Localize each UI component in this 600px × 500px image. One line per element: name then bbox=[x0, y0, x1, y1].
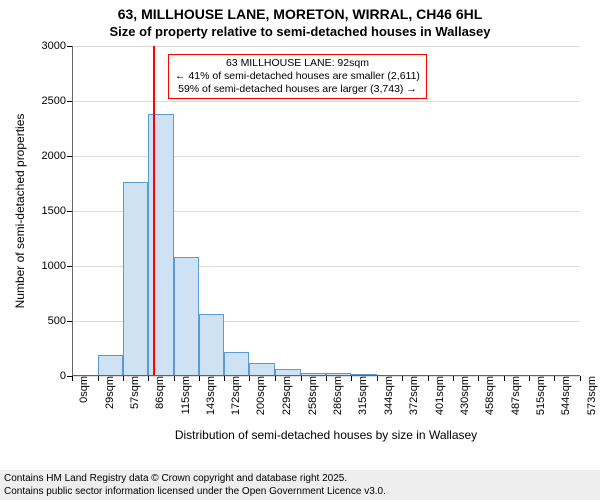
x-tick-label: 86sqm bbox=[152, 376, 166, 409]
chart-container: 63, MILLHOUSE LANE, MORETON, WIRRAL, CH4… bbox=[0, 0, 600, 500]
y-axis-title: Number of semi-detached properties bbox=[13, 114, 27, 309]
y-grid-line bbox=[72, 46, 580, 47]
x-tick-label: 458sqm bbox=[482, 376, 496, 415]
y-tick-label: 1500 bbox=[42, 205, 72, 217]
x-tick-mark bbox=[428, 376, 429, 381]
histogram-bar bbox=[224, 352, 249, 376]
y-tick-label: 1000 bbox=[42, 260, 72, 272]
x-tick-label: 286sqm bbox=[330, 376, 344, 415]
x-tick-mark bbox=[249, 376, 250, 381]
x-tick-mark bbox=[326, 376, 327, 381]
footer-line2: Contains public sector information licen… bbox=[4, 485, 596, 498]
x-tick-label: 115sqm bbox=[178, 376, 192, 414]
footer-line1: Contains HM Land Registry data © Crown c… bbox=[4, 472, 596, 485]
y-grid-line bbox=[72, 101, 580, 102]
x-tick-mark bbox=[504, 376, 505, 381]
x-tick-label: 200sqm bbox=[253, 376, 267, 415]
x-tick-label: 258sqm bbox=[305, 376, 319, 415]
x-tick-mark bbox=[72, 376, 73, 381]
x-tick-mark bbox=[351, 376, 352, 381]
x-tick-mark bbox=[224, 376, 225, 381]
x-tick-label: 515sqm bbox=[533, 376, 547, 415]
x-tick-label: 372sqm bbox=[406, 376, 420, 415]
marker-line bbox=[153, 46, 155, 376]
x-tick-label: 315sqm bbox=[355, 376, 369, 415]
x-tick-mark bbox=[123, 376, 124, 381]
histogram-bar bbox=[123, 182, 149, 376]
x-tick-label: 487sqm bbox=[508, 376, 522, 415]
x-tick-label: 401sqm bbox=[432, 376, 446, 415]
annotation-line2: ← 41% of semi-detached houses are smalle… bbox=[175, 70, 420, 83]
chart-title-sub: Size of property relative to semi-detach… bbox=[0, 24, 600, 39]
x-tick-label: 544sqm bbox=[558, 376, 572, 415]
y-axis-line bbox=[72, 46, 73, 376]
chart-title-main: 63, MILLHOUSE LANE, MORETON, WIRRAL, CH4… bbox=[0, 6, 600, 22]
x-tick-mark bbox=[402, 376, 403, 381]
x-tick-label: 430sqm bbox=[457, 376, 471, 415]
footer: Contains HM Land Registry data © Crown c… bbox=[0, 470, 600, 500]
annotation-box: 63 MILLHOUSE LANE: 92sqm ← 41% of semi-d… bbox=[168, 54, 427, 99]
x-tick-label: 0sqm bbox=[76, 376, 90, 403]
x-tick-label: 229sqm bbox=[279, 376, 293, 415]
histogram-bar bbox=[98, 355, 123, 376]
x-tick-label: 57sqm bbox=[127, 376, 141, 409]
x-tick-label: 573sqm bbox=[584, 376, 598, 415]
x-tick-mark bbox=[275, 376, 276, 381]
x-tick-label: 172sqm bbox=[228, 376, 242, 415]
x-tick-mark bbox=[199, 376, 200, 381]
histogram-bar bbox=[174, 257, 199, 376]
x-tick-mark bbox=[529, 376, 530, 381]
x-tick-mark bbox=[174, 376, 175, 381]
x-tick-label: 143sqm bbox=[203, 376, 217, 415]
x-tick-mark bbox=[301, 376, 302, 381]
x-tick-mark bbox=[453, 376, 454, 381]
y-tick-label: 0 bbox=[60, 370, 72, 382]
annotation-line1: 63 MILLHOUSE LANE: 92sqm bbox=[175, 57, 420, 70]
x-tick-mark bbox=[148, 376, 149, 381]
x-tick-mark bbox=[554, 376, 555, 381]
x-axis-title: Distribution of semi-detached houses by … bbox=[72, 428, 580, 442]
histogram-bar bbox=[199, 314, 225, 376]
x-axis-line bbox=[72, 375, 580, 376]
y-tick-label: 500 bbox=[48, 315, 72, 327]
x-tick-label: 29sqm bbox=[102, 376, 116, 409]
x-tick-mark bbox=[98, 376, 99, 381]
x-tick-mark bbox=[478, 376, 479, 381]
y-tick-label: 2000 bbox=[42, 150, 72, 162]
annotation-line3: 59% of semi-detached houses are larger (… bbox=[175, 83, 420, 96]
y-tick-label: 2500 bbox=[42, 95, 72, 107]
y-tick-label: 3000 bbox=[42, 40, 72, 52]
x-tick-mark bbox=[377, 376, 378, 381]
x-tick-mark bbox=[580, 376, 581, 381]
x-tick-label: 344sqm bbox=[381, 376, 395, 415]
